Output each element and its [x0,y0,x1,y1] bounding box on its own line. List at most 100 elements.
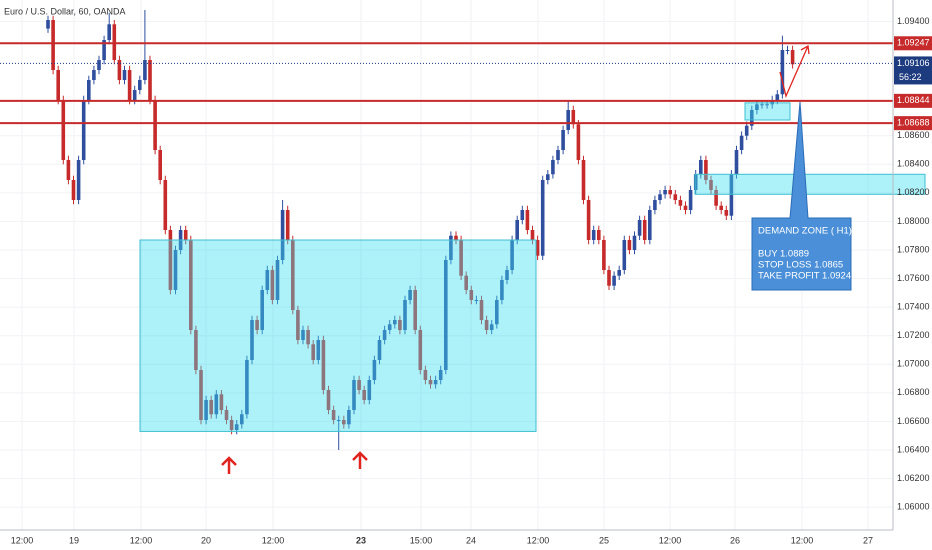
candle-body [250,320,254,360]
y-tick-label: 1.07200 [897,330,930,340]
candle-body [347,410,351,425]
candle-body [71,180,76,200]
x-tick-label: 12:00 [659,535,682,545]
axes: 1.09400 1.08600 1.08400 1.08200 1.08000 1.078… [11,16,932,545]
candle-body [173,250,178,290]
candle-body [719,205,723,210]
candle-body [449,235,453,260]
candle-body [627,240,632,250]
candle-body [143,60,147,80]
candle-body [765,104,769,106]
candle-body [500,280,504,300]
candle-body [229,420,234,430]
candle-body [316,340,321,360]
candle-body [612,275,616,286]
x-tick-label: 15:00 [410,535,433,545]
candle-body [265,270,270,290]
level-label-bg [894,116,932,131]
candle-body [291,240,295,310]
y-tick-label: 1.07600 [897,273,930,283]
y-tick-label: 1.06400 [897,444,930,454]
x-tick-label: 12:00 [791,535,814,545]
candle-body [469,290,474,300]
candle-body [138,80,142,90]
last-price-label-bg [894,56,932,85]
candle-body [260,290,264,330]
candle-body [127,70,132,100]
candle-body [571,110,576,125]
candle-body [683,205,688,210]
candle-body [556,150,560,160]
candle-body [102,40,106,60]
y-tick-label: 1.06000 [897,502,930,512]
candle-body [724,210,729,216]
candle-body [418,330,423,370]
candle-body [357,380,361,390]
candle-body [484,320,489,330]
candle-body [510,240,514,270]
candle-body [760,104,764,106]
candle-body [561,130,565,150]
candle-body [530,230,535,240]
candle-body [770,100,774,105]
candle-body [306,330,310,345]
candle-body [183,230,188,240]
candle-body [245,360,249,415]
candle-body [168,230,173,290]
candle-body [107,24,111,40]
candle-body [285,210,290,240]
candle-body [398,320,402,330]
annotation: DEMAND ZONE ( H1) BUY 1.0889 STOP LOSS 1… [751,101,852,291]
candle-body [459,240,463,276]
x-tick-label: 12:00 [11,535,34,545]
zone [744,102,791,121]
y-tick-label: 1.07400 [897,302,930,312]
candle-body [209,400,213,415]
candle-body [551,160,555,175]
candle-body [382,330,387,340]
zones [139,102,926,432]
y-tick-label: 1.07000 [897,359,930,369]
level-label-bg [894,36,932,51]
candle-body [444,260,448,370]
candle-body [678,200,683,206]
candle-body [46,20,50,29]
zone [139,239,537,432]
x-tick-label: 19 [69,535,79,545]
candle-body [688,190,693,210]
candle-body [403,300,407,330]
y-tick-label: 1.06200 [897,473,930,483]
candle-body [163,180,168,230]
callout-box [751,101,852,291]
y-tick-label: 1.08400 [897,159,930,169]
candle-body [714,190,718,206]
candle-body [326,390,331,410]
candle-body [342,420,346,425]
candle-body [780,50,785,95]
candle-body [158,150,162,180]
candle-body [495,300,499,325]
candle-body [739,135,744,150]
y-tick-label: 1.08600 [897,130,930,140]
level-label: 1.08688 [897,118,930,128]
annotation-title: DEMAND ZONE ( H1) [758,226,852,237]
candle-body [87,80,91,100]
candle-body [189,240,193,330]
candle-body [566,110,570,130]
candle-body [729,174,734,216]
x-tick-label: 23 [356,535,366,545]
level-label-bg [894,93,932,108]
candle-body [153,100,157,150]
candle-body [372,360,377,380]
arrows [221,44,810,474]
x-tick-label: 12:00 [527,535,550,545]
candle-body [750,110,754,126]
chart-title: Euro / U.S. Dollar, 60, OANDA [4,6,126,16]
candle-body [617,270,621,276]
candle-body [658,194,662,200]
candle-body [699,160,703,175]
candle-body [219,394,224,410]
candle-body [709,180,713,190]
candle-body [336,420,341,421]
